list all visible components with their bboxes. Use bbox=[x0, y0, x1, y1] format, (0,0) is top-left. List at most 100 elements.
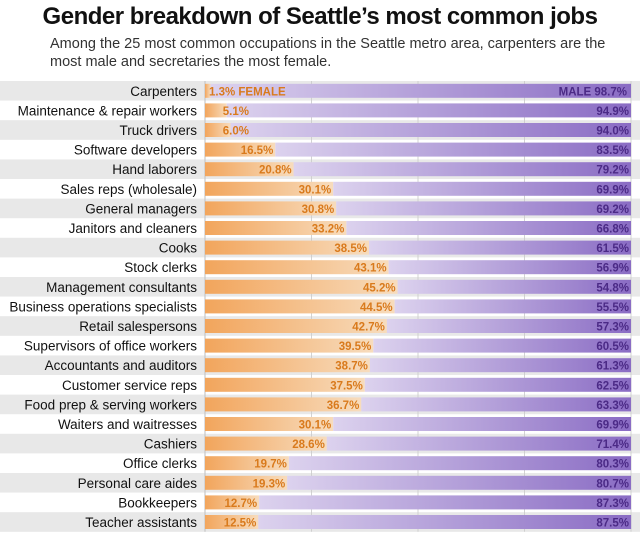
value-label-male: 79.2% bbox=[596, 165, 629, 177]
value-label-male: 87.3% bbox=[596, 498, 629, 510]
value-label-female: 28.6% bbox=[292, 439, 325, 451]
value-label-female: 12.5% bbox=[224, 518, 257, 530]
category-label: Food prep & serving workers bbox=[24, 397, 197, 412]
bar-male bbox=[230, 123, 631, 137]
category-label: Maintenance & repair workers bbox=[18, 103, 198, 118]
value-label-male: 94.9% bbox=[596, 106, 629, 118]
bar-male bbox=[326, 436, 631, 451]
value-label-male: 80.3% bbox=[596, 459, 629, 471]
bar-male bbox=[373, 338, 631, 353]
value-label-female: 16.5% bbox=[241, 145, 274, 157]
value-label-female: 30.8% bbox=[302, 204, 335, 216]
value-label-female: 19.3% bbox=[253, 478, 286, 490]
category-label: Truck drivers bbox=[119, 123, 197, 138]
category-label: Retail salespersons bbox=[79, 319, 197, 334]
value-label-male: MALE 98.7% bbox=[559, 86, 627, 98]
bar-male bbox=[258, 515, 632, 529]
value-label-female: 6.0% bbox=[223, 126, 249, 138]
category-label: Bookkeepers bbox=[118, 495, 197, 510]
value-label-male: 62.5% bbox=[596, 380, 629, 392]
value-label-female: 39.5% bbox=[339, 341, 372, 353]
value-label-male: 61.3% bbox=[596, 361, 629, 373]
value-label-male: 56.9% bbox=[596, 263, 629, 275]
chart-subtitle: Among the 25 most common occupations in … bbox=[50, 36, 606, 70]
category-label: Carpenters bbox=[130, 84, 197, 99]
value-label-male: 57.3% bbox=[596, 322, 629, 334]
category-label: Waiters and waitresses bbox=[58, 417, 197, 432]
value-label-male: 69.9% bbox=[596, 420, 629, 432]
bar-female bbox=[205, 221, 347, 235]
bar-male bbox=[333, 181, 631, 196]
bar-female bbox=[205, 103, 227, 118]
category-label: Hand laborers bbox=[112, 162, 197, 177]
bar-male bbox=[364, 377, 632, 392]
bar-female bbox=[205, 456, 289, 471]
bar-female bbox=[205, 436, 327, 451]
value-label-female: 38.7% bbox=[335, 361, 368, 373]
value-label-female: 38.5% bbox=[334, 243, 367, 255]
bar-male bbox=[394, 299, 631, 314]
bar-male bbox=[369, 240, 631, 255]
category-label: Janitors and cleaners bbox=[69, 221, 198, 236]
value-labels: 1.3% FEMALE MALE 98.7% 5.1% 94.9% 6.0% 94.0% 1… bbox=[209, 86, 629, 529]
value-label-female: 30.1% bbox=[299, 420, 332, 432]
value-label-female: 44.5% bbox=[360, 302, 393, 314]
bar-female bbox=[205, 83, 211, 98]
bar-male bbox=[346, 221, 631, 235]
value-label-female: 45.2% bbox=[363, 282, 396, 294]
bar-female bbox=[205, 338, 374, 353]
bar-female bbox=[205, 123, 231, 137]
value-label-male: 94.0% bbox=[596, 126, 629, 138]
value-label-female: 20.8% bbox=[259, 165, 292, 177]
bar-male bbox=[287, 475, 631, 490]
value-label-male: 60.5% bbox=[596, 341, 629, 353]
bar-male bbox=[275, 142, 631, 157]
bar-female bbox=[205, 299, 395, 314]
bar-female bbox=[205, 319, 387, 333]
value-label-female: 42.7% bbox=[352, 322, 385, 334]
bar-male bbox=[388, 260, 631, 275]
bar-male bbox=[386, 319, 631, 333]
bar-male bbox=[293, 162, 631, 177]
value-label-male: 69.2% bbox=[596, 204, 629, 216]
bar-female bbox=[205, 162, 294, 177]
bar-female bbox=[205, 260, 389, 275]
value-label-female: 12.7% bbox=[224, 498, 257, 510]
value-label-male: 61.5% bbox=[596, 243, 629, 255]
value-label-male: 63.3% bbox=[596, 400, 629, 412]
category-label: Software developers bbox=[74, 143, 197, 158]
value-label-female: 33.2% bbox=[312, 224, 345, 236]
bar-male bbox=[210, 83, 631, 98]
chart-title: Gender breakdown of Seattle’s most commo… bbox=[42, 3, 598, 30]
bar-female bbox=[205, 417, 334, 431]
bar-male bbox=[397, 279, 631, 294]
value-label-female: 36.7% bbox=[327, 400, 360, 412]
value-label-female: 19.7% bbox=[254, 459, 287, 471]
value-label-female: 30.1% bbox=[299, 184, 332, 196]
category-label: Stock clerks bbox=[124, 260, 197, 275]
category-label: Customer service reps bbox=[62, 378, 197, 393]
category-label: Business operations specialists bbox=[9, 299, 197, 314]
category-label: Management consultants bbox=[46, 280, 197, 295]
category-label: Personal care aides bbox=[78, 476, 198, 491]
bar-male bbox=[369, 358, 631, 373]
bar-female bbox=[205, 495, 260, 510]
value-label-female: 1.3% FEMALE bbox=[209, 86, 286, 98]
bar-male bbox=[361, 397, 631, 412]
category-label: Supervisors of office workers bbox=[24, 339, 197, 354]
category-label: Cooks bbox=[159, 241, 198, 256]
bar-female bbox=[205, 240, 369, 255]
bar-female bbox=[205, 279, 398, 294]
row-labels: Carpenters Maintenance & repair workers Tr… bbox=[9, 84, 197, 530]
value-label-female: 5.1% bbox=[223, 106, 249, 118]
value-label-male: 55.5% bbox=[596, 302, 629, 314]
bar-female bbox=[205, 475, 288, 490]
bar-female bbox=[205, 358, 370, 373]
value-label-male: 87.5% bbox=[596, 518, 629, 530]
bar-male bbox=[336, 201, 631, 216]
category-label: General managers bbox=[85, 201, 197, 216]
category-label: Sales reps (wholesale) bbox=[60, 182, 197, 197]
bar-female bbox=[205, 515, 259, 529]
bar-male bbox=[259, 495, 631, 510]
